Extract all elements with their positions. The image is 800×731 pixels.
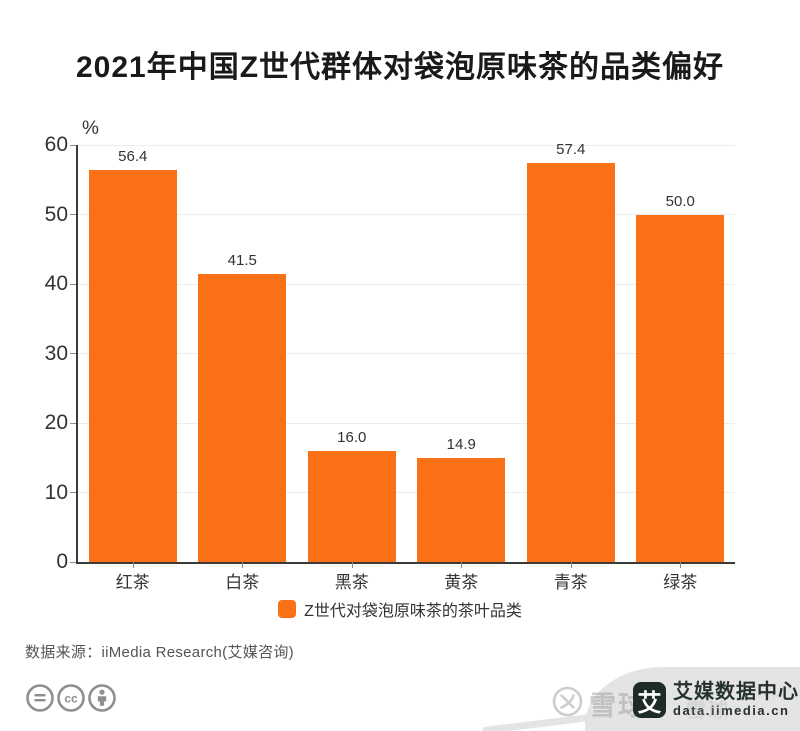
category-label-黄茶: 黄茶 — [444, 573, 479, 592]
y-axis-tick-0 — [70, 561, 76, 563]
xueqiu-circle-x-icon — [551, 685, 584, 723]
badge-subtitle: data.iimedia.cn — [673, 703, 790, 718]
y-axis-label-10: 10 — [44, 480, 68, 504]
person-circle-icon — [87, 683, 117, 713]
badge-title: 艾媒数据中心 — [673, 681, 799, 703]
category-label-黑茶: 黑茶 — [334, 573, 369, 592]
bar-chart-plot-area: % 0 10 20 30 40 50 60 56.4 红茶 41.5 白茶 16.0 黑茶 14.9 黄茶 5… — [45, 118, 735, 592]
y-axis-tick-20 — [70, 422, 76, 424]
badge-text-block: 艾媒数据中心 data.iimedia.cn — [673, 682, 799, 718]
category-label-绿茶: 绿茶 — [663, 573, 698, 592]
svg-text:cc: cc — [64, 692, 78, 706]
y-axis-label-20: 20 — [44, 411, 68, 434]
corner-swoosh-shape — [585, 667, 800, 731]
y-axis-label-50: 50 — [44, 202, 68, 226]
bar-黑茶 — [307, 450, 396, 562]
bar-value-label-黑茶: 16.0 — [337, 428, 367, 446]
bar-value-label-青茶: 57.4 — [556, 141, 586, 159]
y-axis-label-0: 0 — [56, 550, 68, 573]
bar-黄茶 — [417, 458, 506, 562]
license-icons-row: cc — [25, 683, 117, 713]
chart-title: 2021年中国Z世代群体对袋泡原味茶的品类偏好 — [75, 51, 725, 84]
gridline-30 — [78, 353, 735, 354]
gridline-40 — [78, 283, 735, 285]
y-axis-tick-50 — [70, 214, 76, 215]
iimedia-data-center-badge: 艾 艾媒数据中心 data.iimedia.cn — [633, 682, 799, 718]
watermark-faint-overlay: 雪球 — [686, 700, 730, 722]
x-axis-tick-黑茶 — [351, 562, 353, 568]
bar-白茶 — [198, 273, 287, 562]
y-axis-tick-10 — [70, 492, 76, 493]
bar-value-label-绿茶: 50.0 — [665, 192, 695, 210]
x-axis-tick-黄茶 — [461, 562, 463, 568]
y-axis-label-60: 60 — [44, 133, 68, 156]
x-axis-tick-白茶 — [242, 562, 244, 568]
category-label-白茶: 白茶 — [225, 573, 260, 592]
y-axis-unit-label: % — [82, 118, 99, 139]
gridline-60 — [78, 144, 735, 146]
bar-绿茶 — [636, 214, 725, 562]
chart-legend: Z世代对袋泡原味茶的茶叶品类 — [0, 597, 800, 621]
data-source-note: 数据来源：iiMedia Research(艾媒咨询) — [25, 644, 294, 661]
x-axis-tick-青茶 — [570, 562, 572, 568]
category-label-青茶: 青茶 — [553, 573, 588, 592]
equals-circle-icon — [25, 683, 55, 713]
gridline-20 — [78, 422, 735, 424]
bar-value-label-黄茶: 14.9 — [446, 436, 476, 454]
y-axis-tick-60 — [70, 144, 76, 146]
x-axis-tick-红茶 — [132, 562, 134, 568]
gridline-50 — [78, 214, 735, 215]
cc-circle-icon: cc — [56, 683, 86, 713]
legend-label: Z世代对袋泡原味茶的茶叶品类 — [304, 603, 522, 620]
bar-value-label-白茶: 41.5 — [227, 251, 257, 269]
legend-color-swatch — [278, 600, 297, 618]
iimedia-logo-icon: 艾 — [633, 682, 666, 718]
y-axis-tick-30 — [70, 353, 76, 354]
bar-value-label-红茶: 56.4 — [118, 148, 148, 166]
gridline-10 — [78, 492, 735, 493]
y-axis-label-40: 40 — [44, 272, 68, 295]
y-axis-label-30: 30 — [44, 341, 68, 365]
x-axis-tick-绿茶 — [680, 562, 682, 568]
category-label-红茶: 红茶 — [115, 573, 150, 592]
y-axis-tick-40 — [70, 283, 76, 285]
bar-青茶 — [526, 163, 615, 562]
bar-红茶 — [88, 170, 177, 562]
